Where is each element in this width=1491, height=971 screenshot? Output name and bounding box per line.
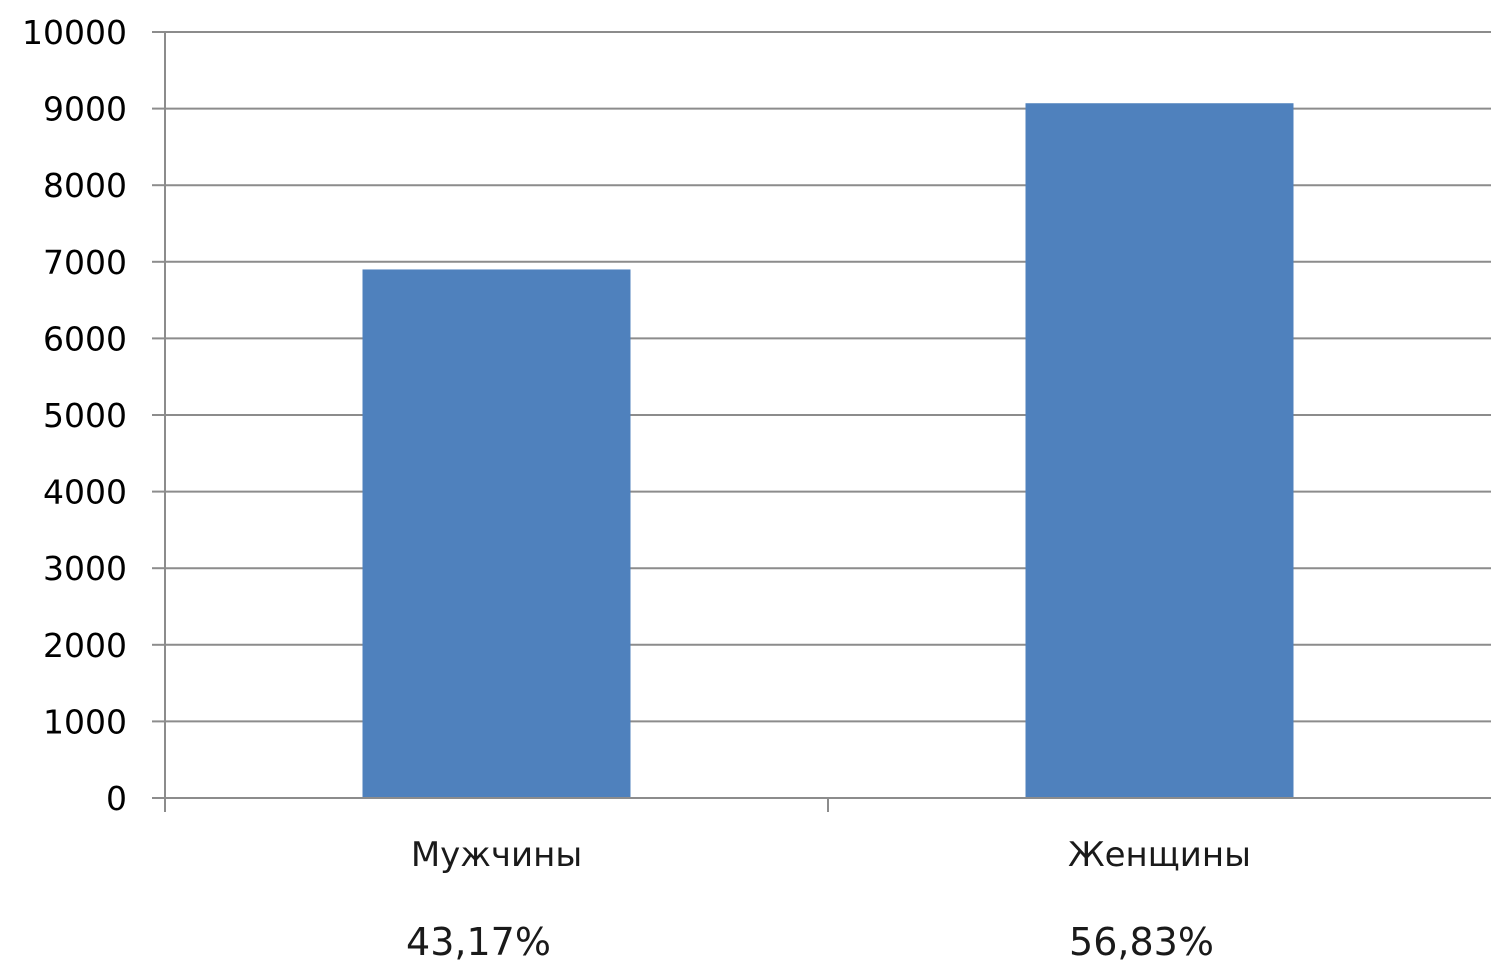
axes [152,31,1491,812]
x-category-label-2: Женщины [1068,835,1251,875]
bars [362,103,1294,799]
percent-label-2: 56,83% [1069,920,1214,964]
bar-2 [1025,103,1294,799]
y-tick-label-4000: 4000 [43,473,127,512]
y-tick-label-0: 0 [106,779,127,818]
bar-1 [362,269,631,799]
y-tick-label-6000: 6000 [43,319,127,358]
y-tick-label-9000: 9000 [43,90,127,129]
y-tick-label-2000: 2000 [43,626,127,665]
y-tick-label-5000: 5000 [43,396,127,435]
x-category-label-1: Мужчины [411,835,582,875]
y-tick-label-7000: 7000 [43,243,127,282]
y-tick-label-1000: 1000 [43,702,127,741]
percent-label-1: 43,17% [406,920,551,964]
y-tick-label-10000: 10000 [22,13,127,52]
y-tick-label-3000: 3000 [43,549,127,588]
y-tick-label-8000: 8000 [43,166,127,205]
labels: 0 1000 2000 3000 4000 5000 6000 7000 8000 9000 100… [22,13,1251,964]
